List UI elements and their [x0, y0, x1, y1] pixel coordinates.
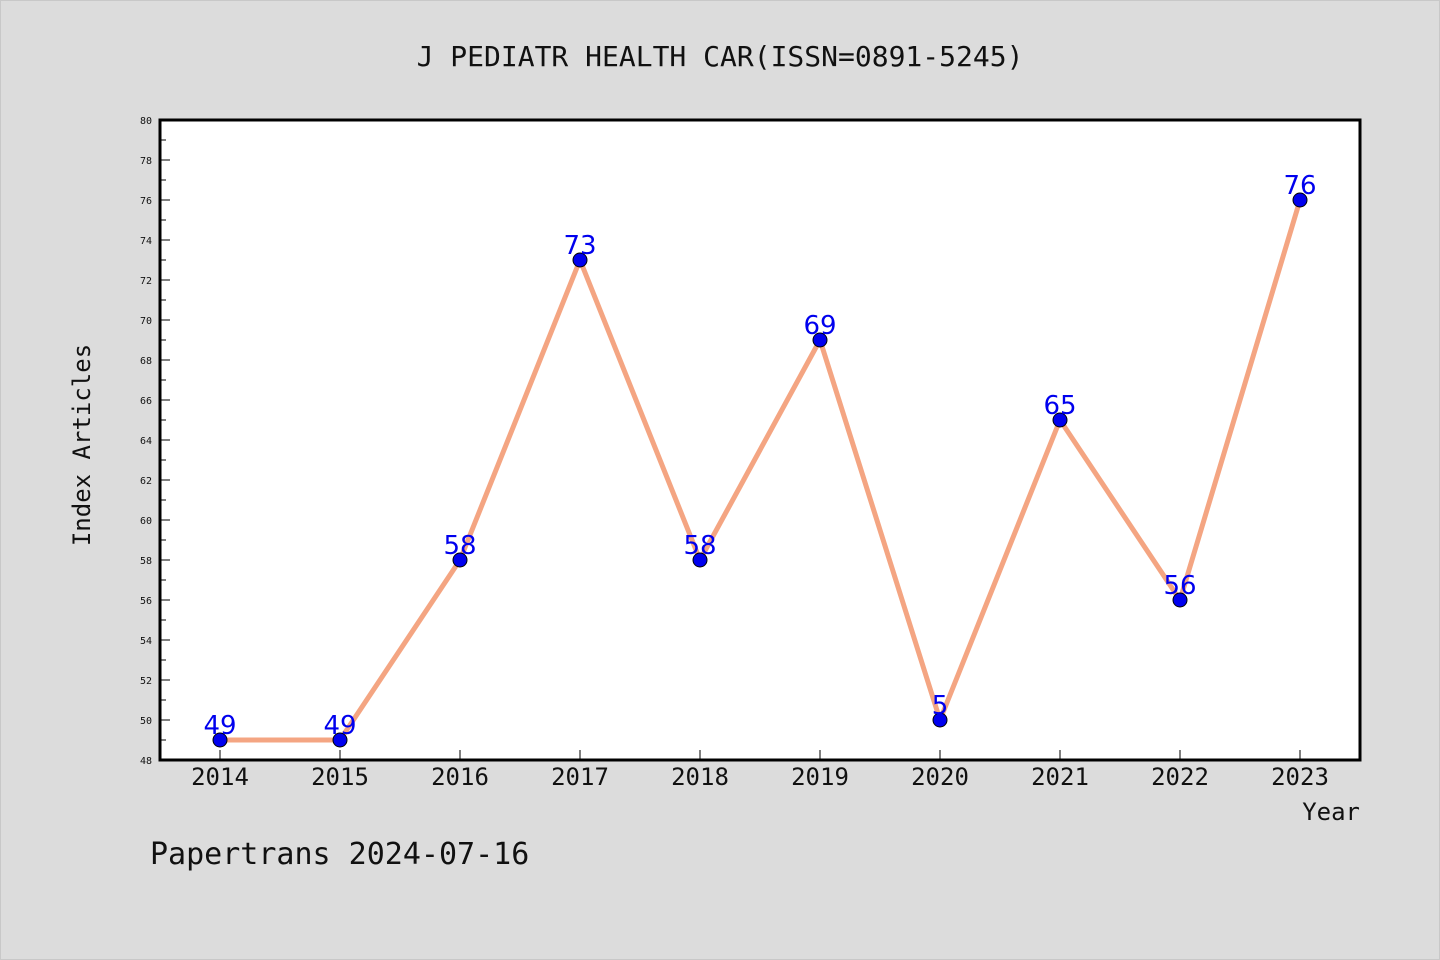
data-point	[1052, 412, 1068, 428]
x-tick-label: 2018	[671, 763, 729, 791]
y-tick-label: 72	[140, 276, 152, 287]
data-label: 58	[443, 531, 476, 561]
x-tick-label: 2020	[911, 763, 969, 791]
y-tick-label: 56	[140, 596, 152, 607]
y-tick-label: 48	[140, 756, 152, 767]
data-label: 73	[563, 231, 596, 261]
data-point	[452, 552, 468, 568]
data-label: 58	[683, 531, 716, 561]
y-tick-label: 58	[140, 556, 152, 567]
plot-area	[160, 120, 1360, 760]
y-tick-label: 70	[140, 316, 152, 327]
plot-border	[158, 118, 1362, 762]
x-tick-label: 2021	[1031, 763, 1089, 791]
y-tick-label: 68	[140, 356, 152, 367]
y-tick-label: 74	[140, 236, 152, 247]
y-tick-label: 66	[140, 396, 152, 407]
data-label: 49	[323, 711, 356, 741]
data-label: 76	[1283, 171, 1316, 201]
data-label: 5	[932, 691, 949, 721]
series: 49 49 58 73 58 69 5 65 56 76	[203, 171, 1317, 748]
data-point	[332, 732, 348, 748]
data-point	[1172, 592, 1188, 608]
data-point	[692, 552, 708, 568]
x-tick-label: 2014	[191, 763, 249, 791]
data-point	[932, 712, 948, 728]
x-tick-label: 2022	[1151, 763, 1209, 791]
data-label: 56	[1163, 571, 1196, 601]
y-tick-label: 60	[140, 516, 152, 527]
data-point	[212, 732, 228, 748]
x-axis: 2014 2015 2016 2017 2018 2019 2020 2021 2022 2023	[191, 750, 1329, 791]
data-point	[572, 252, 588, 268]
x-axis-label: Year	[1302, 798, 1360, 826]
y-tick-label: 50	[140, 716, 152, 727]
data-label: 49	[203, 711, 236, 741]
y-axis-label: Index Articles	[68, 344, 96, 546]
x-tick-label: 2019	[791, 763, 849, 791]
x-tick-label: 2015	[311, 763, 369, 791]
data-label: 69	[803, 311, 836, 341]
y-tick-label: 54	[140, 636, 152, 647]
y-tick-label: 64	[140, 436, 152, 447]
y-tick-label: 62	[140, 476, 152, 487]
data-point	[1292, 192, 1308, 208]
y-tick-label: 52	[140, 676, 152, 687]
y-tick-label: 76	[140, 196, 152, 207]
y-tick-label: 80	[140, 116, 152, 127]
x-tick-label: 2016	[431, 763, 489, 791]
footer-stamp: Papertrans 2024-07-16	[150, 837, 529, 872]
x-tick-label: 2017	[551, 763, 609, 791]
y-tick-label: 78	[140, 156, 152, 167]
series-line	[217, 197, 1303, 743]
data-point	[812, 332, 828, 348]
data-label: 65	[1043, 391, 1076, 421]
x-tick-label: 2023	[1271, 763, 1329, 791]
chart-title: J PEDIATR HEALTH CAR(ISSN=0891-5245)	[417, 40, 1024, 73]
